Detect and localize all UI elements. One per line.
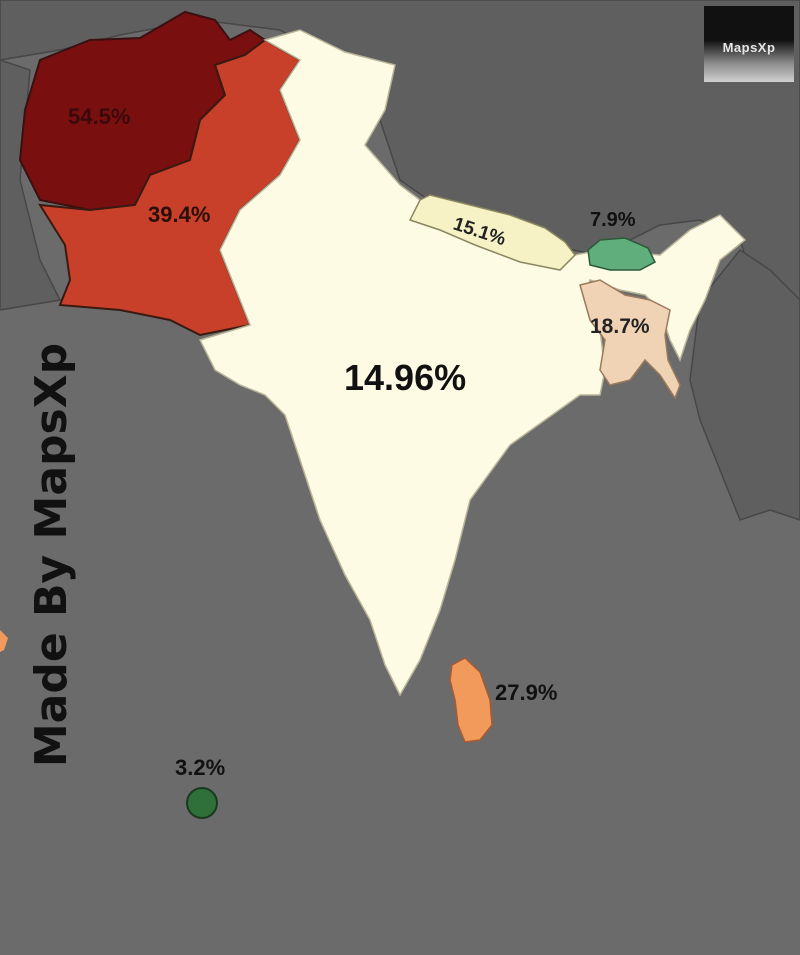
south-asia-map: 54.5% 39.4% 14.96% 15.1% 7.9% 18.7% 27.9… <box>0 0 800 819</box>
watermark-text: MapsXp <box>722 40 776 55</box>
watermark-logo: MapsXp <box>704 6 794 82</box>
label-pakistan: 39.4% <box>148 202 210 227</box>
label-sri-lanka: 27.9% <box>495 680 557 705</box>
region-sri-lanka[interactable] <box>449 657 493 743</box>
label-india: 14.96% <box>344 357 466 398</box>
region-bangladesh[interactable] <box>579 279 681 400</box>
label-maldives: 3.2% <box>175 755 225 780</box>
neighbour-land-east <box>689 248 800 521</box>
credit-text: Made By MapsXp <box>26 342 77 768</box>
label-bangladesh: 18.7% <box>590 315 650 338</box>
label-afghanistan: 54.5% <box>68 104 130 129</box>
label-bhutan: 7.9% <box>590 209 636 231</box>
region-nepal[interactable] <box>408 194 576 271</box>
region-bhutan[interactable] <box>587 237 656 271</box>
map-stage: 54.5% 39.4% 14.96% 15.1% 7.9% 18.7% 27.9… <box>0 0 800 819</box>
region-maldives[interactable] <box>186 787 218 819</box>
neighbour-land-west <box>0 59 62 311</box>
left-edge-sliver <box>0 630 8 652</box>
